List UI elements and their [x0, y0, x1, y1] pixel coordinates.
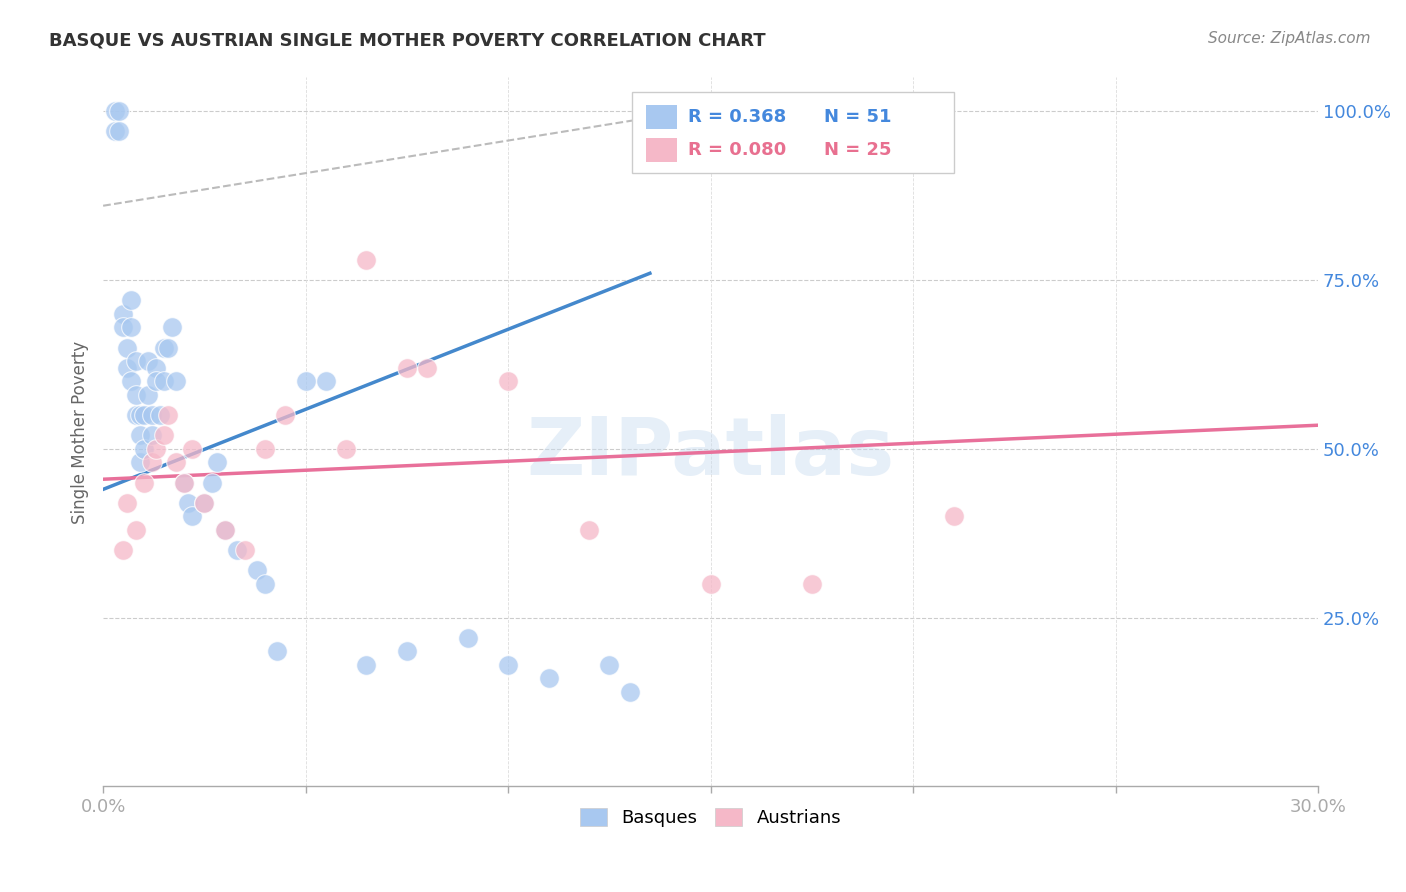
Point — [112, 320, 135, 334]
Point — [117, 496, 139, 510]
Text: R = 0.368: R = 0.368 — [688, 108, 786, 126]
Point — [214, 523, 236, 537]
Text: N = 25: N = 25 — [824, 141, 891, 159]
Point — [156, 341, 179, 355]
Point — [496, 374, 519, 388]
Point — [699, 577, 721, 591]
Point — [112, 307, 135, 321]
Point — [177, 496, 200, 510]
Point — [108, 124, 131, 138]
Point — [395, 644, 418, 658]
Point — [294, 374, 316, 388]
Point — [108, 104, 131, 119]
Point — [233, 543, 256, 558]
Point — [153, 374, 176, 388]
Point — [356, 252, 378, 267]
Point — [104, 104, 127, 119]
Text: BASQUE VS AUSTRIAN SINGLE MOTHER POVERTY CORRELATION CHART: BASQUE VS AUSTRIAN SINGLE MOTHER POVERTY… — [49, 31, 766, 49]
Point — [136, 354, 159, 368]
Point — [121, 293, 143, 308]
Bar — [647, 137, 676, 161]
Point — [145, 442, 167, 456]
Point — [225, 543, 247, 558]
Point — [132, 442, 155, 456]
Point — [205, 455, 228, 469]
Point — [598, 657, 620, 672]
Text: N = 51: N = 51 — [824, 108, 891, 126]
Point — [246, 563, 269, 577]
Point — [173, 475, 195, 490]
Point — [193, 496, 215, 510]
Point — [315, 374, 337, 388]
Point — [141, 428, 163, 442]
Point — [117, 360, 139, 375]
Point — [121, 320, 143, 334]
Point — [335, 442, 357, 456]
Point — [145, 374, 167, 388]
Point — [132, 408, 155, 422]
Point — [153, 428, 176, 442]
Point — [153, 341, 176, 355]
Point — [117, 341, 139, 355]
Point — [132, 475, 155, 490]
Point — [173, 475, 195, 490]
FancyBboxPatch shape — [631, 92, 953, 173]
Point — [112, 543, 135, 558]
Bar — [647, 105, 676, 129]
Point — [141, 408, 163, 422]
Text: ZIPatlas: ZIPatlas — [526, 414, 894, 492]
Point — [201, 475, 224, 490]
Legend: Basques, Austrians: Basques, Austrians — [572, 800, 849, 834]
Point — [356, 657, 378, 672]
Point — [457, 631, 479, 645]
Point — [800, 577, 823, 591]
Point — [124, 408, 146, 422]
Point — [214, 523, 236, 537]
Point — [124, 388, 146, 402]
Point — [274, 408, 297, 422]
Point — [124, 523, 146, 537]
Text: Source: ZipAtlas.com: Source: ZipAtlas.com — [1208, 31, 1371, 46]
Point — [578, 523, 600, 537]
Point — [181, 442, 204, 456]
Point — [181, 509, 204, 524]
Point — [104, 124, 127, 138]
Text: R = 0.080: R = 0.080 — [688, 141, 786, 159]
Point — [160, 320, 183, 334]
Point — [193, 496, 215, 510]
Point — [141, 455, 163, 469]
Point — [128, 455, 150, 469]
Point — [136, 388, 159, 402]
Point — [149, 408, 172, 422]
Point — [121, 374, 143, 388]
Point — [537, 672, 560, 686]
Point — [165, 455, 187, 469]
Point — [254, 577, 277, 591]
Point — [124, 354, 146, 368]
Point — [496, 657, 519, 672]
Point — [128, 408, 150, 422]
Point — [128, 428, 150, 442]
Point — [156, 408, 179, 422]
Y-axis label: Single Mother Poverty: Single Mother Poverty — [72, 341, 89, 524]
Point — [619, 685, 641, 699]
Point — [416, 360, 439, 375]
Point — [395, 360, 418, 375]
Point — [165, 374, 187, 388]
Point — [942, 509, 965, 524]
Point — [145, 360, 167, 375]
Point — [266, 644, 288, 658]
Point — [254, 442, 277, 456]
